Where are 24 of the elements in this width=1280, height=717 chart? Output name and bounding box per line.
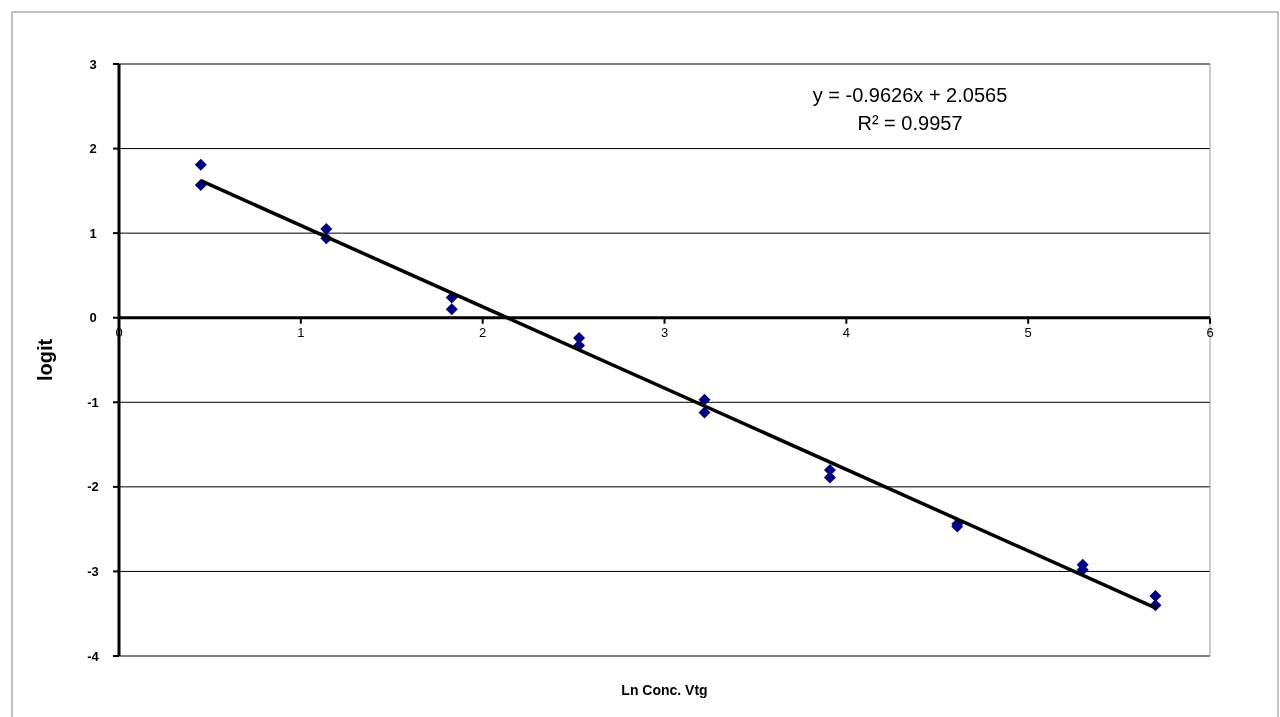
y-tick-label: -4: [87, 648, 100, 664]
point: [445, 303, 458, 316]
point: [194, 158, 207, 171]
x-tick-label: 3: [660, 325, 669, 341]
y-tick-label: -2: [87, 479, 99, 495]
point: [698, 406, 711, 419]
x-tick-label: 2: [479, 325, 487, 341]
y-tick-label: -1: [87, 394, 99, 410]
point: [698, 393, 711, 406]
y-axis-title: logit: [34, 338, 56, 382]
y-tick-label: 2: [89, 141, 97, 157]
x-axis-title: Ln Conc. Vtg: [621, 682, 708, 698]
point: [1149, 589, 1162, 602]
x-tick-label: 4: [842, 325, 850, 341]
x-tick-label: 6: [1206, 325, 1214, 341]
x-tick-label: 1: [297, 325, 305, 341]
y-tick-label: -3: [87, 563, 99, 579]
annotation: R² = 0.9957: [857, 112, 963, 134]
y-tick-label: 1: [89, 225, 97, 241]
annotation: y = -0.9626x + 2.0565: [812, 84, 1008, 106]
x-tick-label: 5: [1024, 325, 1032, 341]
y-tick-label: 3: [89, 56, 97, 72]
y-tick-label: 0: [89, 310, 97, 326]
point: [320, 222, 333, 235]
